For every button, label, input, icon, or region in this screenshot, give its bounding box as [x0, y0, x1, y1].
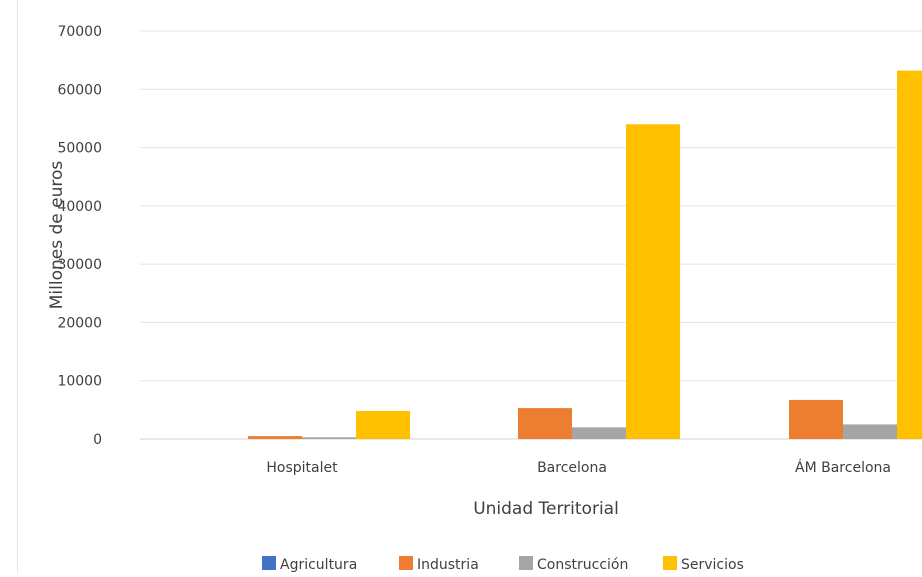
x-tick-label: Barcelona	[537, 460, 607, 476]
legend-swatch	[519, 556, 533, 570]
y-tick-label: 30000	[57, 257, 102, 273]
y-axis-title: Millones de euros	[47, 161, 67, 310]
x-axis-title: Unidad Territorial	[473, 499, 619, 519]
y-tick-label: 0	[93, 432, 102, 448]
y-tick-label: 70000	[57, 24, 102, 40]
legend-swatch	[663, 556, 677, 570]
bar	[356, 411, 410, 439]
bar	[843, 424, 897, 439]
bar	[572, 427, 626, 439]
y-tick-label: 20000	[57, 315, 102, 331]
legend-swatch	[399, 556, 413, 570]
y-tick-label: 40000	[57, 199, 102, 215]
legend-label: Industria	[417, 557, 479, 573]
x-tick-label: ÁM Barcelona	[795, 459, 891, 476]
legend-label: Construcción	[537, 557, 628, 573]
legend-swatch	[262, 556, 276, 570]
bar	[518, 408, 572, 439]
legend-label: Agricultura	[280, 557, 357, 573]
bar	[789, 399, 843, 439]
y-tick-label: 50000	[57, 141, 102, 157]
y-tick-label: 10000	[57, 374, 102, 390]
y-tick-label: 60000	[57, 82, 102, 98]
left-border-line	[17, 0, 18, 573]
bar	[897, 70, 922, 440]
bar	[626, 124, 680, 439]
bar	[302, 437, 356, 439]
x-tick-label: Hospitalet	[266, 460, 338, 476]
bar	[248, 436, 302, 439]
legend-label: Servicios	[681, 557, 744, 573]
